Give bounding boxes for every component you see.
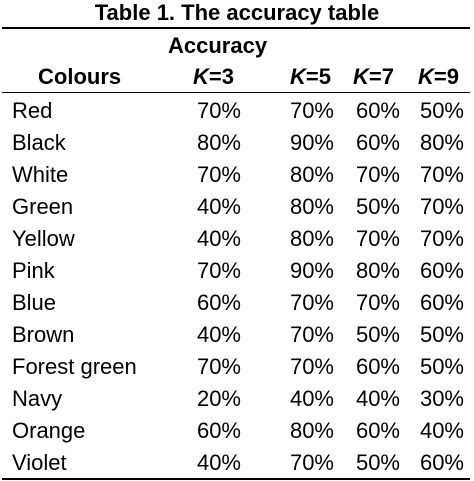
table-row: Black 80% 90% 60% 80% — [0, 128, 474, 160]
table-row: Navy 20% 40% 40% 30% — [0, 384, 474, 416]
k7-value: 50% — [355, 322, 400, 347]
k9-value: 80% — [419, 130, 464, 155]
table-row: Brown 40% 70% 50% 50% — [0, 320, 474, 352]
accuracy-group-header: Accuracy — [168, 33, 268, 58]
k9-value: 70% — [419, 194, 464, 219]
k9-value: 40% — [419, 418, 464, 443]
header-rule — [2, 92, 470, 93]
table-top-rule — [2, 27, 470, 29]
k3-value: 40% — [196, 194, 241, 219]
k7-value: 70% — [355, 162, 400, 187]
k9-value: 50% — [419, 354, 464, 379]
k-letter: K — [290, 64, 306, 89]
k-value: =7 — [368, 64, 394, 89]
k3-value: 70% — [196, 162, 241, 187]
k5-value: 70% — [289, 322, 334, 347]
k3-value: 20% — [196, 386, 241, 411]
colour-name: Forest green — [12, 354, 137, 379]
k7-column-header: K=7 — [353, 64, 394, 90]
k9-column-header: K=9 — [418, 64, 459, 90]
table-row: Green 40% 80% 50% 70% — [0, 192, 474, 224]
k-value: =3 — [208, 64, 234, 89]
k3-value: 40% — [196, 450, 241, 475]
colour-name: Orange — [12, 418, 86, 443]
k7-value: 60% — [355, 354, 400, 379]
k7-value: 70% — [355, 226, 400, 251]
table-row: Red 70% 70% 60% 50% — [0, 96, 474, 128]
k7-value: 50% — [355, 194, 400, 219]
table-caption: Table 1. The accuracy table — [94, 0, 380, 25]
k5-column-header: K=5 — [290, 64, 331, 90]
colours-column-header: Colours — [38, 64, 122, 89]
table-bottom-rule — [2, 478, 470, 480]
k9-value: 60% — [419, 290, 464, 315]
colour-name: White — [12, 162, 69, 187]
colour-name: Navy — [12, 386, 63, 411]
k5-value: 80% — [289, 162, 334, 187]
k5-value: 90% — [289, 130, 334, 155]
k5-value: 40% — [289, 386, 334, 411]
k7-value: 40% — [355, 386, 400, 411]
colour-name: Red — [12, 98, 53, 123]
k7-value: 60% — [355, 418, 400, 443]
k5-value: 90% — [289, 258, 334, 283]
table-row: Yellow 40% 80% 70% 70% — [0, 224, 474, 256]
table-body: Red 70% 70% 60% 50% Black 80% 90% 60% 80… — [0, 96, 474, 480]
k9-value: 50% — [419, 322, 464, 347]
colour-name: Yellow — [12, 226, 75, 251]
k7-value: 60% — [355, 98, 400, 123]
k5-value: 70% — [289, 98, 334, 123]
table-row: Pink 70% 90% 80% 60% — [0, 256, 474, 288]
k5-value: 80% — [289, 418, 334, 443]
colour-name: Green — [12, 194, 74, 219]
colour-name: Blue — [12, 290, 57, 315]
k3-value: 70% — [196, 98, 241, 123]
k7-value: 60% — [355, 130, 400, 155]
table-row: Forest green 70% 70% 60% 50% — [0, 352, 474, 384]
table-row: Orange 60% 80% 60% 40% — [0, 416, 474, 448]
k9-value: 30% — [419, 386, 464, 411]
k7-value: 70% — [355, 290, 400, 315]
k7-value: 50% — [355, 450, 400, 475]
k3-value: 40% — [196, 226, 241, 251]
k5-value: 70% — [289, 290, 334, 315]
k3-value: 40% — [196, 322, 241, 347]
colour-name: Pink — [12, 258, 55, 283]
k-letter: K — [193, 64, 209, 89]
k3-value: 70% — [196, 354, 241, 379]
k9-value: 70% — [419, 226, 464, 251]
k9-value: 60% — [419, 258, 464, 283]
k9-value: 60% — [419, 450, 464, 475]
colour-name: Violet — [12, 450, 67, 475]
k9-value: 70% — [419, 162, 464, 187]
table-row: Violet 40% 70% 50% 60% — [0, 448, 474, 480]
k-value: =9 — [433, 64, 459, 89]
k3-value: 80% — [196, 130, 241, 155]
k3-value: 70% — [196, 258, 241, 283]
k3-value: 60% — [196, 290, 241, 315]
k-value: =5 — [305, 64, 331, 89]
k5-value: 80% — [289, 194, 334, 219]
colour-name: Black — [12, 130, 66, 155]
k7-value: 80% — [355, 258, 400, 283]
k5-value: 70% — [289, 354, 334, 379]
k9-value: 50% — [419, 98, 464, 123]
colour-name: Brown — [12, 322, 75, 347]
k3-column-header: K=3 — [193, 64, 234, 90]
k-letter: K — [353, 64, 369, 89]
table-row: Blue 60% 70% 70% 60% — [0, 288, 474, 320]
k3-value: 60% — [196, 418, 241, 443]
table-row: White 70% 80% 70% 70% — [0, 160, 474, 192]
k5-value: 70% — [289, 450, 334, 475]
k5-value: 80% — [289, 226, 334, 251]
k-letter: K — [418, 64, 434, 89]
